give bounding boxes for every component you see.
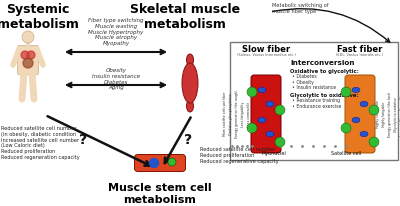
Circle shape xyxy=(247,87,257,97)
FancyBboxPatch shape xyxy=(251,75,281,153)
Text: • Diabetes: • Diabetes xyxy=(292,74,317,79)
Text: Highly fatigable: Highly fatigable xyxy=(382,101,386,127)
Text: ?: ? xyxy=(184,133,192,147)
Circle shape xyxy=(275,105,285,115)
Circle shape xyxy=(22,31,34,43)
FancyBboxPatch shape xyxy=(230,42,398,160)
Text: (Soleus, Vastus Intermedius etc.): (Soleus, Vastus Intermedius etc.) xyxy=(236,53,296,57)
Text: • Endurance exercise: • Endurance exercise xyxy=(292,103,341,109)
Ellipse shape xyxy=(266,131,274,137)
Circle shape xyxy=(21,51,29,59)
Circle shape xyxy=(150,158,158,167)
Circle shape xyxy=(369,137,379,147)
Circle shape xyxy=(168,158,176,166)
Text: Myonuclei: Myonuclei xyxy=(262,151,286,156)
Text: Highly contractile: Highly contractile xyxy=(376,100,380,128)
Ellipse shape xyxy=(360,101,368,107)
Circle shape xyxy=(369,105,379,115)
Text: Satellite cell: Satellite cell xyxy=(331,151,361,156)
Text: More satellite cells per fiber: More satellite cells per fiber xyxy=(223,92,227,136)
Text: Reduced satellite cell number
Reduced proliferation
Reduced regenerative capacit: Reduced satellite cell number Reduced pr… xyxy=(200,147,279,164)
Ellipse shape xyxy=(258,117,266,123)
Circle shape xyxy=(27,51,35,59)
Text: Muscle stem cell
metabolism: Muscle stem cell metabolism xyxy=(108,183,212,205)
Text: Obesity
Insulin resistance
Diabetes
Aging: Obesity Insulin resistance Diabetes Agin… xyxy=(92,68,140,90)
Text: Metabolic switching of
muscle fiber type: Metabolic switching of muscle fiber type xyxy=(272,3,328,14)
Ellipse shape xyxy=(186,54,194,66)
Circle shape xyxy=(341,123,351,133)
Text: Energy generation (the fast): Energy generation (the fast) xyxy=(388,91,392,137)
Ellipse shape xyxy=(360,131,368,137)
Ellipse shape xyxy=(186,100,194,112)
Text: Reduced satellite cell number
(in obesity, diabetic condition
Increased satellit: Reduced satellite cell number (in obesit… xyxy=(1,126,80,160)
FancyBboxPatch shape xyxy=(134,154,186,172)
Circle shape xyxy=(247,123,257,133)
Text: ?: ? xyxy=(79,133,87,147)
Text: Systemic
metabolism: Systemic metabolism xyxy=(0,3,79,31)
FancyBboxPatch shape xyxy=(18,46,38,75)
Ellipse shape xyxy=(266,101,274,107)
Text: Less fatigability: Less fatigability xyxy=(241,101,245,127)
Circle shape xyxy=(23,58,33,68)
Text: • Resistance training: • Resistance training xyxy=(292,98,340,103)
Text: Energy generation (the rough): Energy generation (the rough) xyxy=(235,90,239,138)
Text: Fiber type switching
Muscle wasting
Muscle Hypertrophy
Muscle atrophy
Myopathy: Fiber type switching Muscle wasting Musc… xyxy=(88,18,144,46)
Text: • Obesity: • Obesity xyxy=(292,80,314,84)
Ellipse shape xyxy=(182,63,198,103)
Text: Skeletal muscle
metabolism: Skeletal muscle metabolism xyxy=(130,3,240,31)
Text: • Insulin resistance: • Insulin resistance xyxy=(292,85,336,90)
Text: (EDL, Vastus lateralis etc.): (EDL, Vastus lateralis etc.) xyxy=(336,53,384,57)
Text: Oxidative to glycolytic:: Oxidative to glycolytic: xyxy=(290,69,359,74)
Text: Interconversion: Interconversion xyxy=(290,60,354,66)
Text: Fast fiber: Fast fiber xyxy=(337,45,383,54)
FancyBboxPatch shape xyxy=(345,75,375,153)
Circle shape xyxy=(341,87,351,97)
Text: Glycolytic to oxidative:: Glycolytic to oxidative: xyxy=(290,93,359,98)
Text: Oxidative phosphorylation: Oxidative phosphorylation xyxy=(229,93,233,135)
Ellipse shape xyxy=(352,117,360,123)
Text: Less contractile: Less contractile xyxy=(247,101,251,127)
Text: Glycolytic to oxidative: Glycolytic to oxidative xyxy=(394,96,398,132)
Ellipse shape xyxy=(352,87,360,93)
Text: Slow fiber: Slow fiber xyxy=(242,45,290,54)
Circle shape xyxy=(275,137,285,147)
Ellipse shape xyxy=(258,87,266,93)
